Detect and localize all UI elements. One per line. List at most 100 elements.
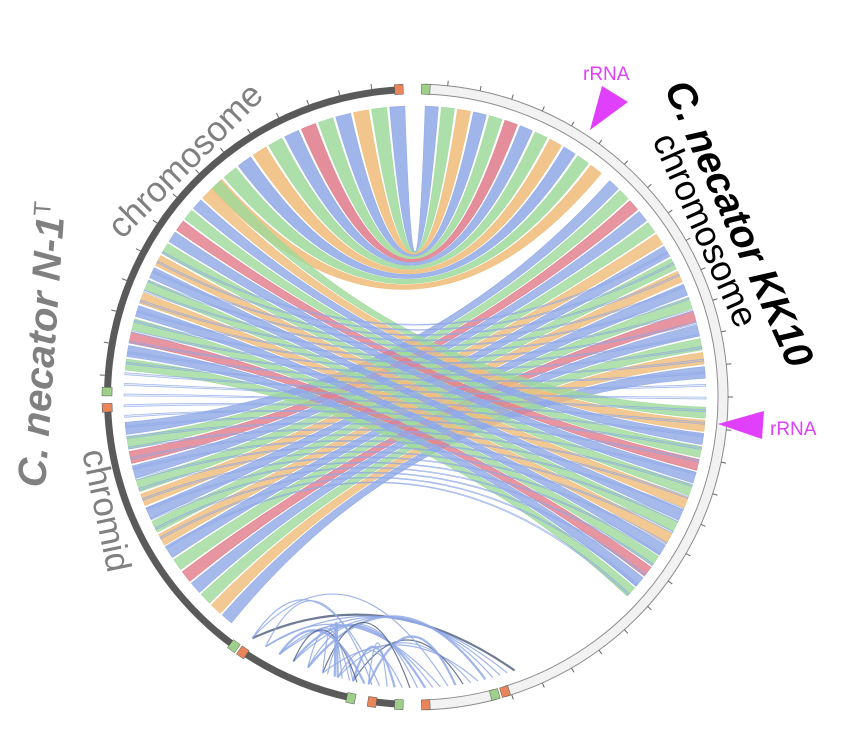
ribbon-top xyxy=(371,106,455,253)
ring-left-small-replicon xyxy=(371,698,400,708)
replicon-end-marker xyxy=(101,403,113,413)
ribbon-thin xyxy=(156,260,675,331)
ribbon-thin xyxy=(141,456,668,545)
ribbon-thin xyxy=(139,299,694,353)
ribbon-thin xyxy=(164,481,630,596)
replicon-end-marker xyxy=(236,645,250,660)
ring-tick xyxy=(712,493,718,496)
ring-tick xyxy=(121,278,127,281)
intra-chromid-links xyxy=(251,593,516,689)
ribbon-top xyxy=(252,138,562,274)
synteny-ribbons xyxy=(123,105,707,624)
ring-tick xyxy=(111,309,117,312)
ribbon-thin xyxy=(125,416,700,463)
chromid-link xyxy=(251,593,449,687)
replicon-end-marker xyxy=(227,639,241,654)
replicon-end-marker xyxy=(366,696,378,708)
chromid-link xyxy=(278,616,501,676)
ribbon-top xyxy=(284,125,533,266)
ring-tick xyxy=(624,160,629,165)
chromid-link xyxy=(367,635,457,686)
ribbon-cross-b xyxy=(155,255,689,509)
ribbon-top xyxy=(268,131,548,270)
ribbon-cross-b xyxy=(149,267,684,521)
ribbon-thin xyxy=(145,461,661,556)
ring-tick xyxy=(541,682,545,688)
chromid-link xyxy=(367,642,388,687)
ring-tick xyxy=(571,121,575,127)
replicon-end-marker xyxy=(489,688,501,701)
ring-tick xyxy=(338,90,341,96)
ribbon-top xyxy=(317,115,503,260)
rrna-label-top: rRNA xyxy=(583,64,630,85)
ribbon-thin xyxy=(132,440,685,511)
ring-tick xyxy=(647,606,652,611)
ring-tick xyxy=(721,461,727,464)
ring-tick xyxy=(685,237,691,241)
ring-tick xyxy=(306,99,310,105)
ring-tick xyxy=(667,580,673,585)
ribbon-thin xyxy=(128,340,705,376)
ribbon-cross-a xyxy=(210,352,705,614)
ribbon-top xyxy=(210,164,602,290)
ring-tick xyxy=(541,106,545,112)
ribbon-thin xyxy=(159,476,639,587)
ribbon-cross-a xyxy=(131,211,647,479)
ribbon-thin xyxy=(136,309,697,358)
ring-tick xyxy=(152,219,158,224)
genome-title-left-superscript: T xyxy=(29,200,57,217)
ring-tick xyxy=(370,84,373,90)
ring-tick xyxy=(712,298,718,301)
ribbon-cross-b xyxy=(176,220,700,471)
ring-tick xyxy=(447,80,449,86)
ribbon-thin xyxy=(123,403,704,438)
ribbon-cross-b xyxy=(192,199,705,445)
ribbon-thin xyxy=(130,330,703,370)
chromid-link xyxy=(333,622,339,678)
ribbon-top xyxy=(353,108,471,255)
ribbon-thin xyxy=(125,361,707,390)
genome-rings xyxy=(99,80,733,711)
replicon-end-marker xyxy=(101,386,113,397)
ribbon-top xyxy=(335,111,487,257)
ribbon-thin xyxy=(133,319,700,364)
ring-tick xyxy=(726,363,732,365)
ring-tick xyxy=(247,128,251,134)
ring-right-plasmid xyxy=(425,689,497,711)
ribbon-thin xyxy=(124,410,702,450)
ribbon-thin xyxy=(154,471,647,577)
replicon-end-marker xyxy=(345,692,357,705)
ribbon-thin xyxy=(130,434,689,499)
ribbon-thin xyxy=(123,393,706,425)
rrna-marker-top-icon xyxy=(590,86,628,130)
chromid-link xyxy=(337,649,403,688)
replicon-end-marker xyxy=(393,699,404,711)
ring-tick xyxy=(700,267,706,271)
ribbon-thin xyxy=(138,451,674,534)
chromid-link xyxy=(322,644,479,682)
ribbon-cross-b xyxy=(126,345,644,587)
replicon-end-marker xyxy=(393,83,404,95)
ring-tick xyxy=(135,248,141,252)
ring-tick xyxy=(479,85,482,91)
ring-left-plasmid xyxy=(241,649,352,702)
chromid-link xyxy=(326,645,354,682)
replicon-end-marker xyxy=(421,699,431,711)
ribbon-thin xyxy=(123,382,707,413)
ring-tick xyxy=(195,169,200,174)
ribbon-cross-b xyxy=(124,358,636,597)
chromid-link xyxy=(265,600,373,686)
ribbon-cross-b xyxy=(184,209,703,458)
ring-tick xyxy=(685,553,691,557)
ring-tick xyxy=(598,139,603,145)
ribbon-thin xyxy=(126,422,697,475)
ring-tick xyxy=(647,183,652,188)
ribbon-top xyxy=(223,155,589,285)
ribbon-top xyxy=(237,146,576,279)
ribbon-thin xyxy=(161,251,669,326)
chromid-link xyxy=(307,623,419,689)
ring-tick xyxy=(721,330,727,333)
chromid-link xyxy=(292,624,427,689)
chromid-link xyxy=(278,624,434,688)
